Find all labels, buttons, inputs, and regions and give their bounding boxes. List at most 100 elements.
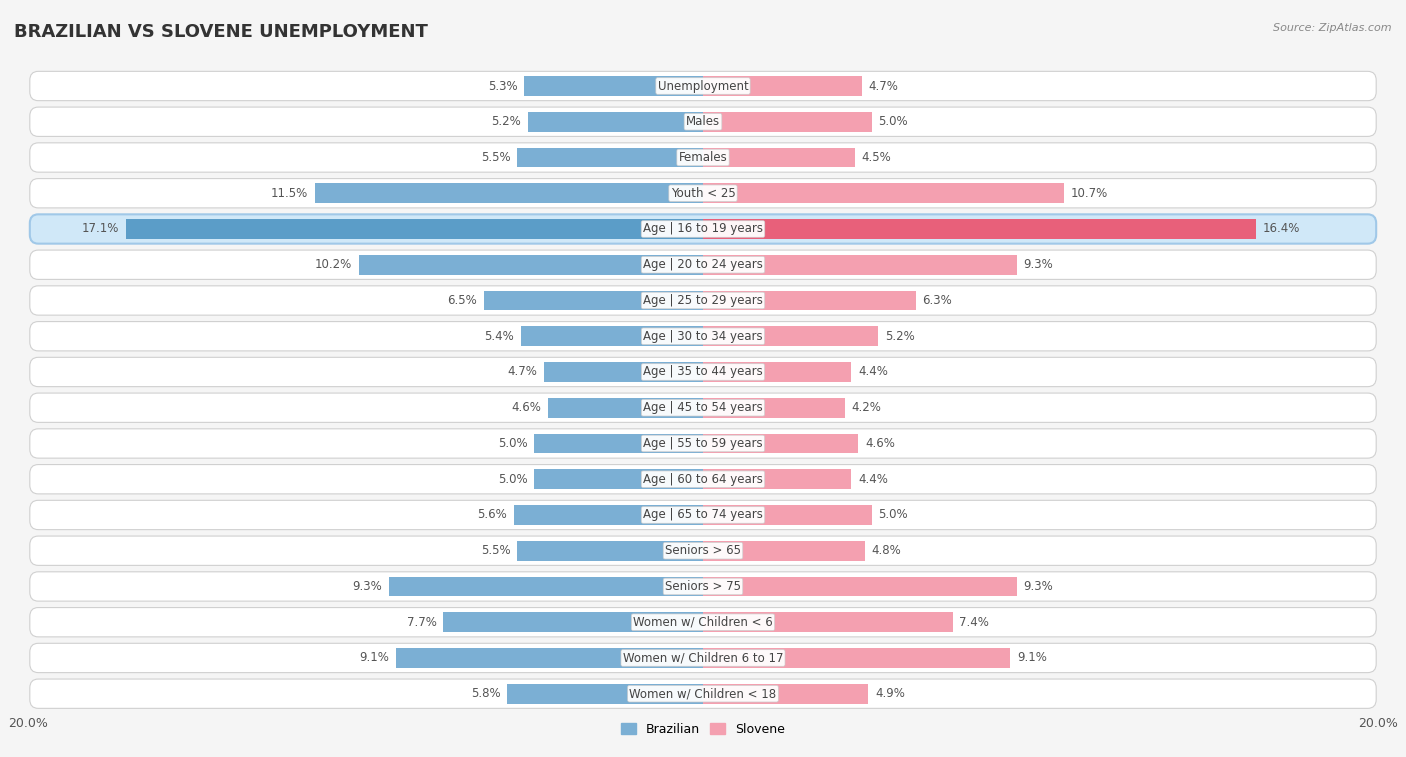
Text: 9.3%: 9.3% [353,580,382,593]
Bar [703,183,1064,203]
Text: 5.0%: 5.0% [879,115,908,128]
Text: Age | 20 to 24 years: Age | 20 to 24 years [643,258,763,271]
Bar [520,326,703,346]
FancyBboxPatch shape [30,143,1376,172]
Text: Age | 16 to 19 years: Age | 16 to 19 years [643,223,763,235]
Text: 5.0%: 5.0% [879,509,908,522]
Bar [534,434,703,453]
Text: Women w/ Children < 18: Women w/ Children < 18 [630,687,776,700]
Bar [517,148,703,167]
Text: 11.5%: 11.5% [271,187,308,200]
Bar [315,183,703,203]
Bar [517,541,703,560]
FancyBboxPatch shape [30,179,1376,208]
Text: 5.0%: 5.0% [498,437,527,450]
Text: 4.4%: 4.4% [858,366,889,378]
FancyBboxPatch shape [30,107,1376,136]
FancyBboxPatch shape [30,572,1376,601]
Bar [527,112,703,132]
FancyBboxPatch shape [30,643,1376,673]
FancyBboxPatch shape [30,286,1376,315]
Text: 6.5%: 6.5% [447,294,477,307]
FancyBboxPatch shape [30,536,1376,565]
Bar [703,398,845,418]
Bar [703,291,915,310]
Text: 4.6%: 4.6% [865,437,894,450]
Text: 10.2%: 10.2% [315,258,352,271]
Text: 7.4%: 7.4% [959,615,990,629]
Bar [389,577,703,597]
Bar [703,684,869,703]
Text: Males: Males [686,115,720,128]
Bar [703,255,1017,275]
FancyBboxPatch shape [30,465,1376,494]
Bar [544,362,703,382]
Bar [127,220,703,238]
Text: 4.7%: 4.7% [508,366,537,378]
Text: 5.8%: 5.8% [471,687,501,700]
Bar [703,148,855,167]
Bar [703,112,872,132]
Text: 17.1%: 17.1% [82,223,120,235]
FancyBboxPatch shape [30,500,1376,530]
Text: 4.5%: 4.5% [862,151,891,164]
Text: 5.4%: 5.4% [484,330,515,343]
Text: Women w/ Children < 6: Women w/ Children < 6 [633,615,773,629]
Text: 10.7%: 10.7% [1071,187,1108,200]
Bar [703,612,953,632]
Text: Seniors > 65: Seniors > 65 [665,544,741,557]
Text: Women w/ Children 6 to 17: Women w/ Children 6 to 17 [623,652,783,665]
Text: 9.3%: 9.3% [1024,580,1053,593]
FancyBboxPatch shape [30,71,1376,101]
Text: 6.3%: 6.3% [922,294,952,307]
Text: 4.7%: 4.7% [869,79,898,92]
Bar [484,291,703,310]
Text: 4.9%: 4.9% [875,687,905,700]
Text: Age | 65 to 74 years: Age | 65 to 74 years [643,509,763,522]
Text: 4.2%: 4.2% [852,401,882,414]
Text: Age | 55 to 59 years: Age | 55 to 59 years [643,437,763,450]
Bar [703,505,872,525]
Text: 9.1%: 9.1% [360,652,389,665]
FancyBboxPatch shape [30,322,1376,351]
Text: 5.5%: 5.5% [481,151,510,164]
Bar [443,612,703,632]
Text: Age | 35 to 44 years: Age | 35 to 44 years [643,366,763,378]
Bar [703,469,852,489]
Text: 4.6%: 4.6% [512,401,541,414]
Text: 5.5%: 5.5% [481,544,510,557]
Text: BRAZILIAN VS SLOVENE UNEMPLOYMENT: BRAZILIAN VS SLOVENE UNEMPLOYMENT [14,23,427,41]
Text: Unemployment: Unemployment [658,79,748,92]
Bar [703,220,1257,238]
Text: Age | 25 to 29 years: Age | 25 to 29 years [643,294,763,307]
Bar [703,577,1017,597]
FancyBboxPatch shape [30,393,1376,422]
Text: Source: ZipAtlas.com: Source: ZipAtlas.com [1274,23,1392,33]
Legend: Brazilian, Slovene: Brazilian, Slovene [616,718,790,740]
Bar [534,469,703,489]
Bar [703,434,858,453]
Text: 16.4%: 16.4% [1263,223,1301,235]
Bar [508,684,703,703]
Text: Youth < 25: Youth < 25 [671,187,735,200]
Text: 4.4%: 4.4% [858,472,889,486]
Text: Seniors > 75: Seniors > 75 [665,580,741,593]
Text: Age | 45 to 54 years: Age | 45 to 54 years [643,401,763,414]
Text: 5.3%: 5.3% [488,79,517,92]
FancyBboxPatch shape [30,679,1376,709]
Bar [548,398,703,418]
Text: Age | 60 to 64 years: Age | 60 to 64 years [643,472,763,486]
Text: Age | 30 to 34 years: Age | 30 to 34 years [643,330,763,343]
Text: 9.3%: 9.3% [1024,258,1053,271]
Bar [524,76,703,96]
Bar [359,255,703,275]
FancyBboxPatch shape [30,428,1376,458]
Bar [703,541,865,560]
Text: 9.1%: 9.1% [1017,652,1046,665]
Bar [703,326,879,346]
Bar [396,648,703,668]
Text: 4.8%: 4.8% [872,544,901,557]
Text: 5.2%: 5.2% [886,330,915,343]
FancyBboxPatch shape [30,357,1376,387]
Bar [703,648,1010,668]
